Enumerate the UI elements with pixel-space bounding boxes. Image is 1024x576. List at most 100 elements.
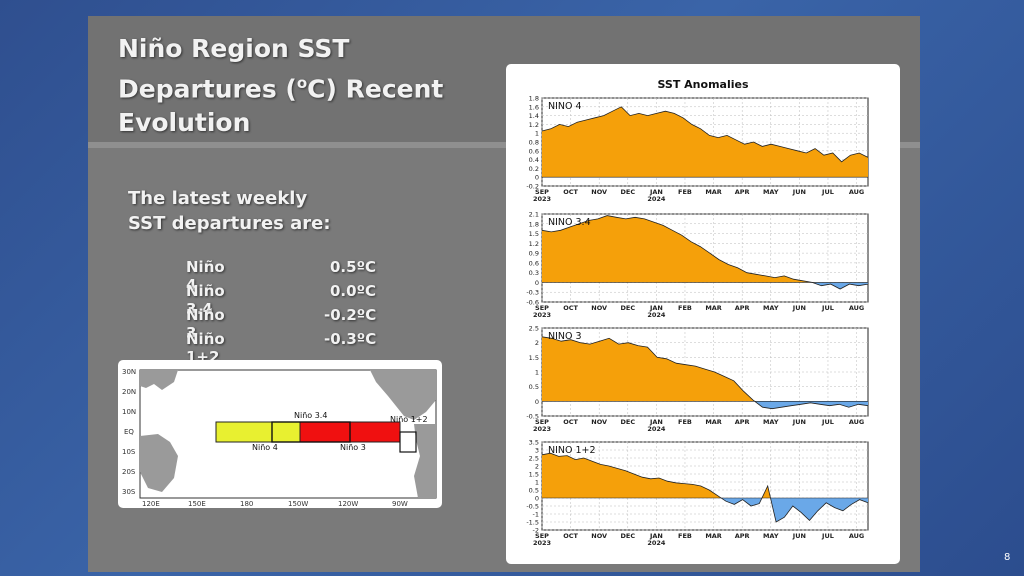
lat-label: 20N — [122, 388, 136, 396]
series-line — [541, 215, 869, 290]
x-tick-label: JAN — [649, 304, 663, 312]
lead-line-1: The latest weekly — [128, 188, 308, 209]
negative-anomaly-area — [812, 282, 868, 289]
lat-label: 30N — [122, 368, 136, 376]
x-tick-label: FEB — [678, 304, 692, 312]
y-tick-label: 2 — [535, 463, 539, 471]
x-tick-label: MAR — [705, 532, 722, 540]
sst-anomalies-card: SST Anomalies -0.2 0 0.2 0.4 0.6 0.8 1 1.2 1.4 1.… — [506, 64, 900, 564]
x-tick-label: AUG — [849, 532, 864, 540]
degree-superscript: o — [296, 74, 308, 92]
x-tick-label: MAR — [705, 304, 722, 312]
nino-regions-map: 30N 20N 10N EQ 10S 20S 30S 120E 150E 180… — [122, 368, 437, 508]
y-tick-label: 0 — [535, 279, 539, 287]
y-tick-label: 1.8 — [529, 220, 539, 228]
x-tick-label: JAN — [649, 532, 663, 540]
y-tick-label: 1.8 — [529, 95, 539, 103]
x-tick-label: NOV — [591, 418, 607, 426]
nino12-region — [399, 431, 417, 453]
panel-name: NINO 3.4 — [548, 217, 591, 228]
x-tick-label: DEC — [620, 418, 635, 426]
y-tick-label: 0.6 — [529, 259, 539, 267]
x-tick-label: JUL — [821, 188, 834, 196]
x-tick-label: DEC — [620, 532, 635, 540]
y-tick-label: 3 — [535, 447, 539, 455]
x-tick-label: OCT — [563, 188, 578, 196]
y-tick-label: 1.6 — [529, 103, 539, 111]
chart-title: SST Anomalies — [657, 78, 748, 91]
y-tick-label: 1.4 — [529, 112, 539, 120]
x-tick-label: JUN — [792, 304, 806, 312]
x-tick-label: JUN — [792, 418, 806, 426]
lon-label: 150W — [288, 500, 308, 508]
y-tick-label: 0.6 — [529, 147, 539, 155]
panel-name: NINO 3 — [548, 331, 582, 342]
y-tick-label: 1.5 — [529, 471, 539, 479]
title-line-2: Departures (oC) Recent — [118, 66, 458, 106]
x-tick-label: 2023 — [533, 425, 551, 433]
x-tick-label: 2024 — [647, 539, 666, 547]
x-tick-label: FEB — [678, 418, 692, 426]
y-tick-label: -0.2 — [526, 183, 539, 191]
x-tick-label: MAY — [763, 418, 779, 426]
x-tick-label: AUG — [849, 304, 864, 312]
x-tick-label: 2023 — [533, 195, 551, 203]
series-line — [541, 336, 869, 410]
panel-name: NINO 1+2 — [548, 445, 596, 456]
x-tick-label: SEP — [535, 418, 549, 426]
y-tick-label: 1 — [535, 130, 539, 138]
lon-label: 90W — [392, 500, 408, 508]
lon-label: 180 — [240, 500, 253, 508]
title-line-2b: C) Recent — [307, 74, 444, 104]
x-tick-label: MAY — [763, 532, 779, 540]
y-tick-label: 1.2 — [529, 240, 539, 248]
positive-anomaly-area — [542, 336, 868, 402]
x-tick-label: FEB — [678, 532, 692, 540]
region-value: -0.2ºC — [324, 306, 377, 324]
x-tick-label: OCT — [563, 532, 578, 540]
south-america-landmass — [414, 424, 436, 498]
x-tick-label: APR — [735, 532, 750, 540]
y-tick-label: -2 — [533, 527, 539, 535]
lon-label: 150E — [188, 500, 206, 508]
x-tick-label: OCT — [563, 304, 578, 312]
region-value: 0.0ºC — [330, 282, 377, 300]
y-tick-label: 2.1 — [529, 211, 539, 219]
x-tick-label: APR — [735, 188, 750, 196]
negative-anomaly-area — [542, 498, 868, 522]
series-line — [541, 452, 869, 523]
lon-label: 120W — [338, 500, 358, 508]
y-tick-label: 0 — [535, 174, 539, 182]
x-tick-label: APR — [735, 418, 750, 426]
region-name: Niño 3 — [186, 306, 225, 342]
x-tick-label: 2024 — [647, 425, 666, 433]
nino4-region — [215, 421, 301, 443]
nino12-label: Niño 1+2 — [390, 415, 428, 424]
lat-label: EQ — [124, 428, 134, 436]
x-tick-label: OCT — [563, 418, 578, 426]
x-tick-label: MAY — [763, 304, 779, 312]
y-tick-label: 3.5 — [529, 439, 539, 447]
x-tick-label: DEC — [620, 188, 635, 196]
region-value: 0.5ºC — [330, 258, 377, 276]
y-tick-label: -0.6 — [526, 299, 539, 307]
x-tick-label: 2024 — [647, 311, 666, 319]
asia-landmass — [140, 370, 178, 390]
lat-label: 10N — [122, 408, 136, 416]
y-tick-label: 0.8 — [529, 139, 539, 147]
nino3-label: Niño 3 — [340, 443, 366, 452]
x-tick-label: AUG — [849, 418, 864, 426]
title-line-1: Niño Region SST — [118, 34, 350, 63]
x-tick-label: JUN — [792, 532, 806, 540]
x-tick-label: JUL — [821, 532, 834, 540]
y-tick-label: -1 — [533, 511, 539, 519]
x-tick-label: APR — [735, 304, 750, 312]
x-tick-label: JUL — [821, 304, 834, 312]
region-name: Niño 4 — [186, 258, 225, 294]
x-tick-label: 2023 — [533, 539, 551, 547]
x-tick-label: JAN — [649, 418, 663, 426]
slide: Niño Region SST Departures (oC) Recent E… — [88, 16, 920, 572]
positive-anomaly-area — [542, 106, 868, 178]
panel-name: NINO 4 — [548, 101, 582, 112]
x-tick-label: JUL — [821, 418, 834, 426]
